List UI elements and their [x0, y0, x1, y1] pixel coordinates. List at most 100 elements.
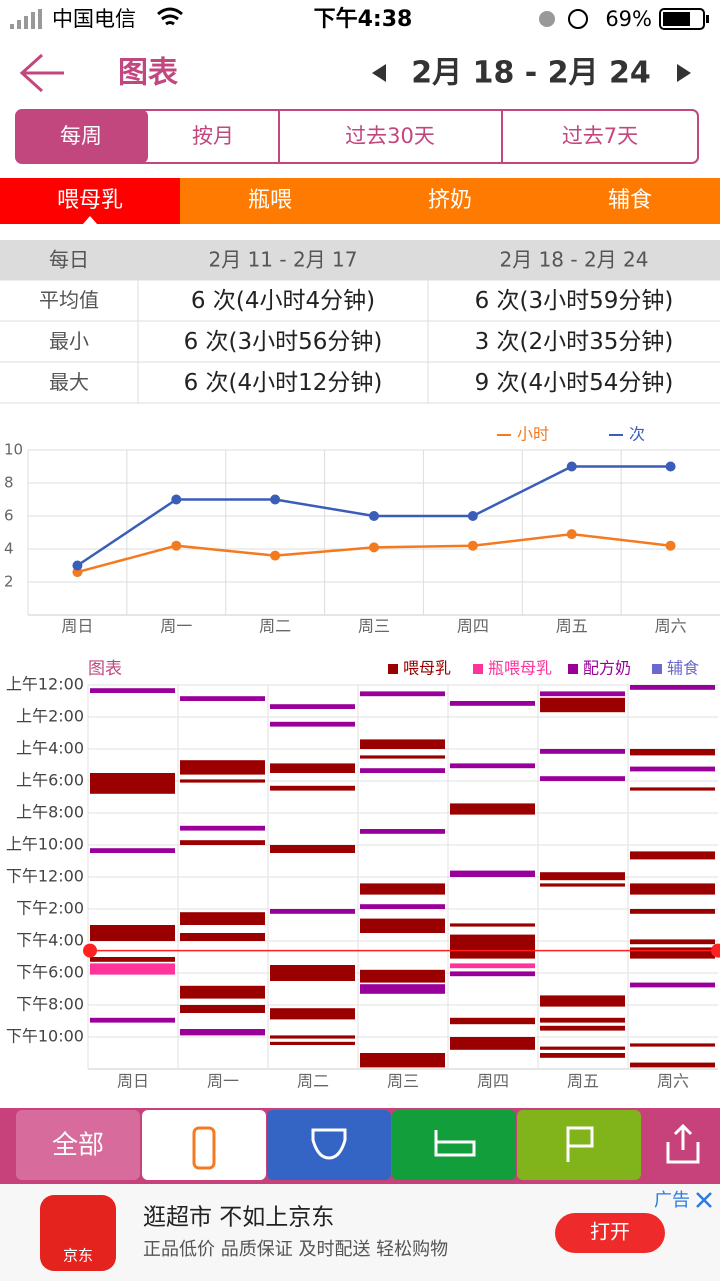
lock-icon — [568, 9, 588, 29]
feed-tab[interactable]: 瓶喂 — [248, 188, 292, 213]
feeding-bar — [630, 909, 715, 914]
ad-subtitle: 正品低价 品质保证 及时配送 轻松购物 — [143, 1239, 448, 1260]
feeding-bar — [450, 963, 535, 969]
feeding-bar — [360, 739, 445, 749]
feeding-bar — [180, 912, 265, 925]
feeding-bar — [540, 995, 625, 1007]
ad-title: 逛超市 不如上京东 — [143, 1205, 334, 1231]
feeding-bar — [180, 933, 265, 941]
legend-label: 次 — [629, 425, 645, 444]
feeding-bar — [630, 947, 715, 959]
feeding-bar — [540, 872, 625, 881]
table-cell: 3 次(2小时35分钟) — [475, 329, 674, 355]
feeding-bar — [540, 749, 625, 754]
legend-label: 配方奶 — [583, 659, 631, 678]
data-point — [665, 540, 676, 551]
bottle-icon — [192, 1126, 216, 1170]
ad-banner: 京东 逛超市 不如上京东 正品低价 品质保证 及时配送 轻松购物 打开 广告 — [0, 1184, 720, 1281]
table-cell: 最大 — [49, 370, 89, 394]
signal — [10, 24, 14, 29]
feeding-bar — [450, 1037, 535, 1050]
feeding-bar — [360, 904, 445, 909]
ad-close[interactable] — [696, 1192, 712, 1208]
nav-all[interactable] — [16, 1110, 140, 1180]
legend-swatch — [652, 664, 662, 674]
feeding-bar — [450, 1017, 535, 1025]
data-point — [369, 511, 379, 521]
feed-tab[interactable]: 辅食 — [608, 188, 652, 213]
feeding-bar — [540, 1017, 625, 1023]
chart-title: 图表 — [88, 659, 122, 679]
feeding-bar — [90, 925, 175, 941]
back-button[interactable] — [19, 53, 64, 93]
table-cell: 6 次(4小时12分钟) — [184, 370, 383, 396]
y-tick-label: 6 — [4, 507, 14, 525]
x-tick-label: 周四 — [477, 1072, 509, 1091]
y-tick-label: 下午2:00 — [16, 899, 84, 918]
data-point — [467, 540, 478, 551]
nav-bottle[interactable] — [142, 1110, 266, 1180]
feeding-bar — [270, 1035, 355, 1039]
feed-tabs: 喂母乳 瓶喂 挤奶 辅食 — [0, 178, 720, 224]
feeding-bar — [270, 1041, 355, 1045]
legend-swatch — [388, 664, 398, 674]
feeding-bar — [270, 965, 355, 981]
feeding-bar — [450, 971, 535, 977]
data-point — [665, 461, 676, 472]
table-header-cell: 每日 — [49, 248, 89, 272]
legend-swatch — [568, 664, 578, 674]
page-title: 图表 — [118, 56, 178, 91]
feed-tab[interactable]: 挤奶 — [428, 188, 472, 213]
battery-level — [663, 12, 690, 26]
table-cell: 6 次(3小时59分钟) — [475, 288, 674, 314]
table-cell: 平均值 — [39, 288, 99, 312]
status-bar: 中国电信 下午4:38 69% — [10, 6, 709, 32]
y-tick-label: 上午10:00 — [6, 835, 84, 854]
data-point — [171, 540, 182, 551]
ad-open-button[interactable] — [555, 1213, 665, 1253]
x-tick-label: 周六 — [655, 617, 687, 636]
feeding-bar — [450, 934, 535, 959]
y-tick-label: 下午10:00 — [6, 1027, 84, 1046]
feeding-bar — [540, 1046, 625, 1050]
next-week[interactable] — [677, 64, 691, 82]
share-button[interactable] — [666, 1123, 700, 1164]
y-tick-label: 下午6:00 — [16, 963, 84, 982]
feeding-bar — [90, 773, 175, 794]
data-point — [72, 560, 83, 571]
period-tab[interactable]: 按月 — [192, 124, 234, 148]
feeding-bar — [360, 984, 445, 994]
feeding-bar — [90, 848, 175, 853]
feeding-bar — [540, 691, 625, 697]
feeding-bar — [180, 1029, 265, 1036]
now-marker — [711, 943, 720, 958]
feeding-bar — [630, 851, 715, 860]
feeding-bar — [90, 957, 175, 962]
feeding-bar — [180, 1005, 265, 1013]
feeding-bar — [540, 1053, 625, 1058]
feeding-bar — [180, 696, 265, 701]
feeding-bar — [450, 803, 535, 815]
feeding-bar — [360, 691, 445, 697]
period-tab[interactable]: 过去30天 — [345, 124, 435, 148]
feeding-bar — [270, 721, 355, 727]
nav-diaper[interactable] — [267, 1110, 391, 1180]
feeding-bar — [540, 883, 625, 887]
feeding-bar — [360, 755, 445, 759]
ad-label: 广告 — [654, 1190, 690, 1211]
period-tab[interactable]: 每周 — [60, 124, 102, 148]
feeding-bar — [270, 1008, 355, 1020]
nav-all-label: 全部 — [52, 1131, 104, 1161]
x-tick-label: 周四 — [457, 617, 489, 636]
bottom-nav: 全部 — [0, 1108, 720, 1184]
feeding-bar — [630, 749, 715, 756]
prev-week[interactable] — [372, 64, 386, 82]
feed-tab[interactable]: 喂母乳 — [57, 188, 123, 213]
data-point — [467, 511, 478, 521]
feeding-bar — [270, 704, 355, 709]
y-tick-label: 上午2:00 — [16, 707, 84, 726]
signal — [31, 12, 35, 29]
nav-bath[interactable] — [392, 1110, 516, 1180]
period-tab[interactable]: 过去7天 — [562, 124, 638, 148]
